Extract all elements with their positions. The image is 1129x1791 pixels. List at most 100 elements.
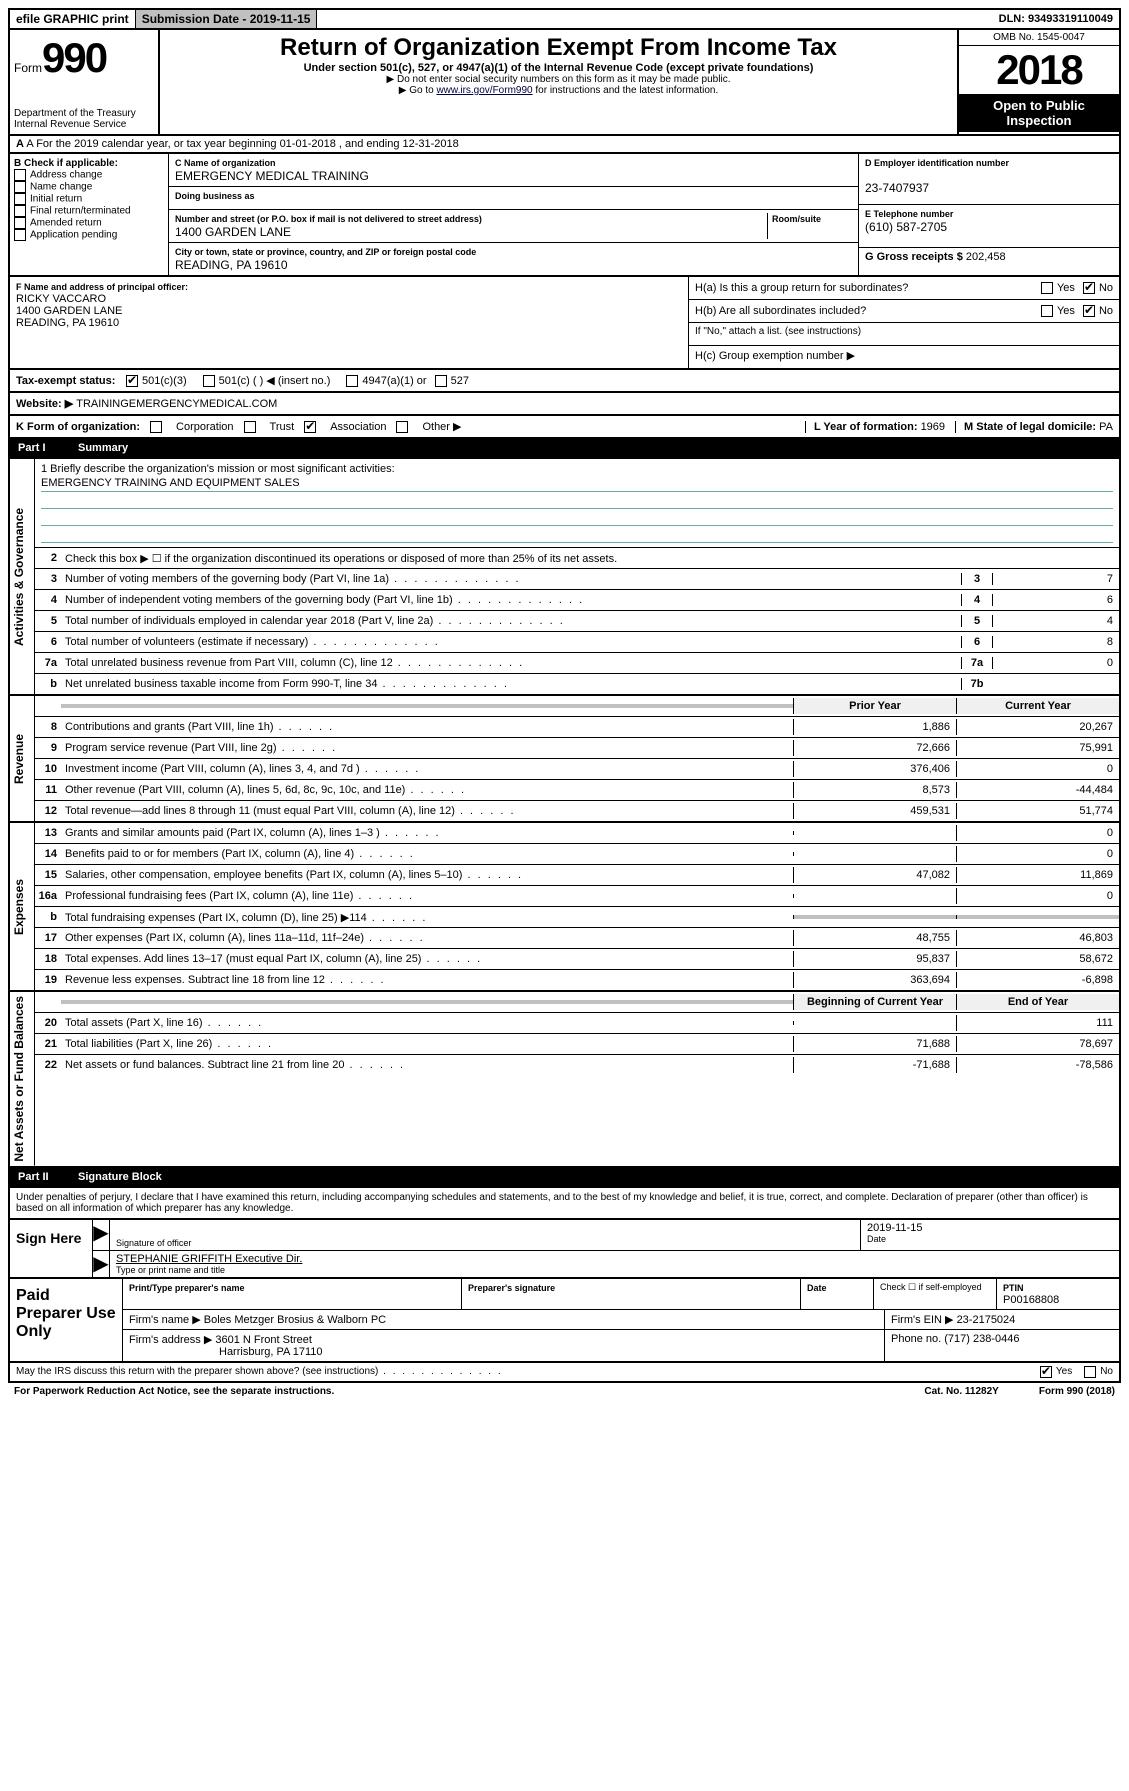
c-name-label: C Name of organization <box>175 158 276 168</box>
current-year-val: 51,774 <box>956 803 1119 819</box>
sig-officer-label: Signature of officer <box>116 1238 854 1248</box>
summary-line: Net assets or fund balances. Subtract li… <box>61 1057 793 1073</box>
box-b-option[interactable] <box>14 205 26 217</box>
h-print: Print/Type preparer's name <box>129 1283 245 1293</box>
phone-label: E Telephone number <box>865 209 953 219</box>
prior-year-val: 1,886 <box>793 719 956 735</box>
room-label: Room/suite <box>772 214 821 224</box>
current-year-val: 20,267 <box>956 719 1119 735</box>
box-b-option[interactable] <box>14 217 26 229</box>
part2-header: Part II Signature Block <box>8 1168 1121 1188</box>
summary-line: Other revenue (Part VIII, column (A), li… <box>61 782 793 798</box>
col-boy: Beginning of Current Year <box>793 994 956 1010</box>
summary-line: Contributions and grants (Part VIII, lin… <box>61 719 793 735</box>
officer-addr2: READING, PA 19610 <box>16 317 119 329</box>
current-year-val: -44,484 <box>956 782 1119 798</box>
current-year-val: 11,869 <box>956 867 1119 883</box>
row-i: Tax-exempt status: 501(c)(3) 501(c) ( ) … <box>8 370 1121 393</box>
city: READING, PA 19610 <box>175 258 288 272</box>
gov-line: Total unrelated business revenue from Pa… <box>61 655 961 671</box>
box-b-option[interactable] <box>14 181 26 193</box>
tax-year: 2018 <box>959 46 1119 94</box>
vert-revenue: Revenue <box>10 696 35 821</box>
summary-line: Grants and similar amounts paid (Part IX… <box>61 825 793 841</box>
phone: (610) 587-2705 <box>865 220 947 234</box>
ssn-note: ▶ Do not enter social security numbers o… <box>164 74 953 85</box>
form-number: Form990 <box>14 34 154 82</box>
i-label: Tax-exempt status: <box>16 375 126 387</box>
vert-expenses: Expenses <box>10 823 35 990</box>
vert-netassets: Net Assets or Fund Balances <box>10 992 35 1166</box>
summary-line: Investment income (Part VIII, column (A)… <box>61 761 793 777</box>
summary-line: Total fundraising expenses (Part IX, col… <box>61 909 793 926</box>
hc-label: H(c) Group exemption number ▶ <box>689 346 1119 368</box>
discuss-no[interactable] <box>1084 1366 1096 1378</box>
hb-yes[interactable] <box>1041 305 1053 317</box>
prior-year-val: 47,082 <box>793 867 956 883</box>
efile-label[interactable]: efile GRAPHIC print <box>10 10 136 28</box>
summary-line: Professional fundraising fees (Part IX, … <box>61 888 793 904</box>
city-label: City or town, state or province, country… <box>175 247 476 257</box>
prior-year-val <box>793 831 956 835</box>
netassets-section: Net Assets or Fund Balances Beginning of… <box>8 992 1121 1168</box>
gross-receipts: 202,458 <box>966 251 1006 263</box>
firm-name: Boles Metzger Brosius & Walborn PC <box>204 1314 386 1326</box>
summary-line: Total revenue—add lines 8 through 11 (mu… <box>61 803 793 819</box>
row-j: Website: ▶ TRAININGEMERGENCYMEDICAL.COM <box>8 393 1121 416</box>
gov-value: 8 <box>992 636 1119 648</box>
k-assoc[interactable] <box>304 421 316 433</box>
officer-name: RICKY VACCARO <box>16 293 106 305</box>
gov-value: 7 <box>992 573 1119 585</box>
ha-yes[interactable] <box>1041 282 1053 294</box>
preparer-label: Paid Preparer Use Only <box>10 1279 123 1361</box>
current-year-val: 58,672 <box>956 951 1119 967</box>
omb-number: OMB No. 1545-0047 <box>959 30 1119 46</box>
prior-year-val: 363,694 <box>793 972 956 988</box>
i-4947[interactable] <box>346 375 358 387</box>
gov-line: Net unrelated business taxable income fr… <box>61 676 961 692</box>
box-b-option[interactable] <box>14 229 26 241</box>
k-other[interactable] <box>396 421 408 433</box>
box-b-option[interactable] <box>14 169 26 181</box>
prior-year-val <box>793 1021 956 1025</box>
org-name: EMERGENCY MEDICAL TRAINING <box>175 169 369 183</box>
hb-note: If "No," attach a list. (see instruction… <box>689 323 1119 346</box>
i-501c3[interactable] <box>126 375 138 387</box>
hb-no[interactable] <box>1083 305 1095 317</box>
self-employed-check[interactable]: Check ☐ if self-employed <box>874 1279 997 1309</box>
sig-date: 2019-11-15 <box>867 1222 1113 1234</box>
discuss-yes[interactable] <box>1040 1366 1052 1378</box>
current-year-val: -78,586 <box>956 1057 1119 1073</box>
summary-section: Activities & Governance 1 Briefly descri… <box>8 459 1121 696</box>
firm-phone-label: Phone no. <box>891 1333 941 1345</box>
h-sig: Preparer's signature <box>468 1283 555 1293</box>
k-corp[interactable] <box>150 421 162 433</box>
preparer-block: Paid Preparer Use Only Print/Type prepar… <box>8 1279 1121 1363</box>
irs-link[interactable]: www.irs.gov/Form990 <box>436 85 532 96</box>
summary-line: Benefits paid to or for members (Part IX… <box>61 846 793 862</box>
current-year-val: 0 <box>956 846 1119 862</box>
prior-year-val: 8,573 <box>793 782 956 798</box>
block-bcd: B Check if applicable: Address changeNam… <box>8 154 1121 277</box>
dba-label: Doing business as <box>175 191 255 201</box>
box-f-label: F Name and address of principal officer: <box>16 282 188 292</box>
j-label: Website: ▶ <box>16 397 73 410</box>
discuss-q: May the IRS discuss this return with the… <box>16 1366 1040 1378</box>
ha-label: H(a) Is this a group return for subordin… <box>695 282 1041 294</box>
ha-no[interactable] <box>1083 282 1095 294</box>
prior-year-val: 95,837 <box>793 951 956 967</box>
top-bar: efile GRAPHIC print Submission Date - 20… <box>8 8 1121 30</box>
current-year-val: 0 <box>956 888 1119 904</box>
col-prior-year: Prior Year <box>793 698 956 714</box>
gov-value: 6 <box>992 594 1119 606</box>
arrow-icon: ▶ <box>93 1251 110 1277</box>
k-trust[interactable] <box>244 421 256 433</box>
current-year-val: 46,803 <box>956 930 1119 946</box>
i-501c[interactable] <box>203 375 215 387</box>
dln: DLN: 93493319110049 <box>993 11 1119 27</box>
box-b-option[interactable] <box>14 193 26 205</box>
k-label: K Form of organization: <box>16 421 140 433</box>
summary-line: Total liabilities (Part X, line 26) <box>61 1036 793 1052</box>
i-527[interactable] <box>435 375 447 387</box>
h-date: Date <box>807 1283 827 1293</box>
